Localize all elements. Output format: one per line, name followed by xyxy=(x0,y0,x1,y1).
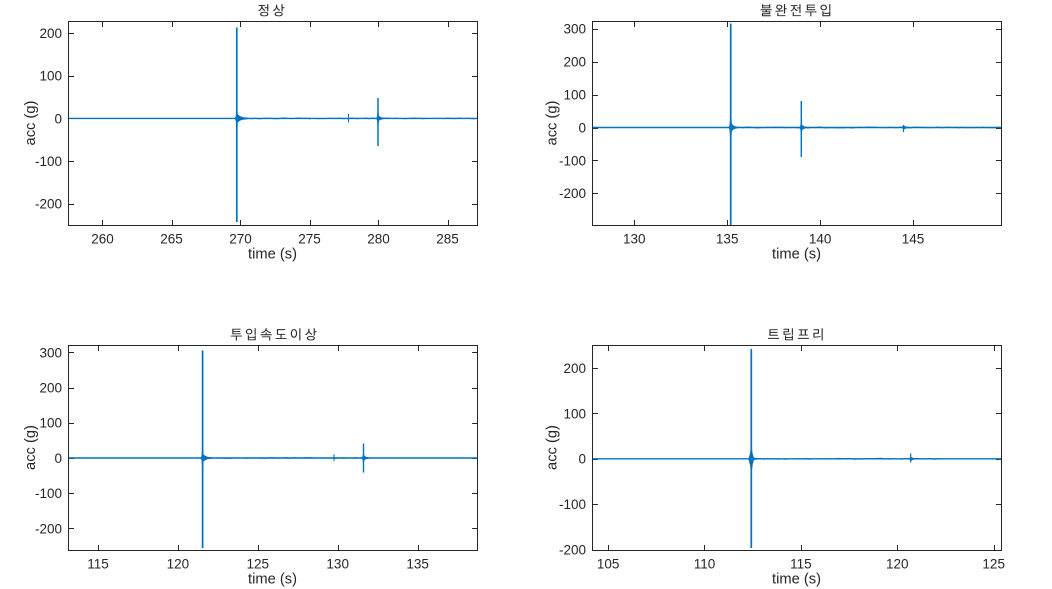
svg-text:135: 135 xyxy=(406,557,429,572)
svg-text:-200: -200 xyxy=(559,543,586,558)
svg-text:-100: -100 xyxy=(559,153,586,168)
svg-text:time (s): time (s) xyxy=(772,247,821,263)
svg-text:260: 260 xyxy=(91,232,114,247)
svg-text:200: 200 xyxy=(39,381,62,396)
svg-text:130: 130 xyxy=(623,232,646,247)
svg-text:200: 200 xyxy=(563,55,586,70)
svg-text:time (s): time (s) xyxy=(248,572,297,588)
svg-text:100: 100 xyxy=(39,69,62,84)
svg-text:120: 120 xyxy=(886,557,909,572)
svg-text:0: 0 xyxy=(578,452,586,467)
svg-text:-200: -200 xyxy=(35,521,62,536)
svg-text:0: 0 xyxy=(54,111,62,126)
svg-text:115: 115 xyxy=(87,557,109,572)
svg-text:acc (g): acc (g) xyxy=(23,101,39,146)
svg-text:110: 110 xyxy=(694,557,716,572)
svg-text:270: 270 xyxy=(229,232,252,247)
svg-text:time (s): time (s) xyxy=(248,247,297,263)
svg-text:145: 145 xyxy=(902,232,925,247)
svg-text:105: 105 xyxy=(597,557,620,572)
svg-text:acc (g): acc (g) xyxy=(545,425,561,470)
svg-text:130: 130 xyxy=(326,557,349,572)
svg-text:120: 120 xyxy=(167,557,190,572)
svg-text:300: 300 xyxy=(563,22,586,37)
svg-text:135: 135 xyxy=(716,232,739,247)
svg-text:100: 100 xyxy=(563,406,586,421)
svg-text:200: 200 xyxy=(39,26,62,41)
svg-text:-100: -100 xyxy=(35,154,62,169)
svg-text:285: 285 xyxy=(436,232,459,247)
svg-text:time (s): time (s) xyxy=(772,572,821,588)
svg-text:275: 275 xyxy=(298,232,321,247)
svg-text:100: 100 xyxy=(563,88,586,103)
svg-text:-100: -100 xyxy=(35,486,62,501)
svg-text:200: 200 xyxy=(563,361,586,376)
svg-text:-200: -200 xyxy=(35,197,62,212)
svg-text:0: 0 xyxy=(54,451,62,466)
svg-text:140: 140 xyxy=(809,232,832,247)
svg-text:acc (g): acc (g) xyxy=(23,425,39,470)
svg-text:-200: -200 xyxy=(559,186,586,201)
svg-text:125: 125 xyxy=(982,557,1005,572)
svg-text:-100: -100 xyxy=(559,497,586,512)
svg-text:280: 280 xyxy=(367,232,390,247)
svg-text:115: 115 xyxy=(790,557,812,572)
svg-text:265: 265 xyxy=(160,232,183,247)
svg-text:acc (g): acc (g) xyxy=(545,101,561,146)
svg-text:100: 100 xyxy=(39,416,62,431)
svg-text:0: 0 xyxy=(578,120,586,135)
svg-text:125: 125 xyxy=(247,557,270,572)
svg-text:300: 300 xyxy=(39,345,62,360)
